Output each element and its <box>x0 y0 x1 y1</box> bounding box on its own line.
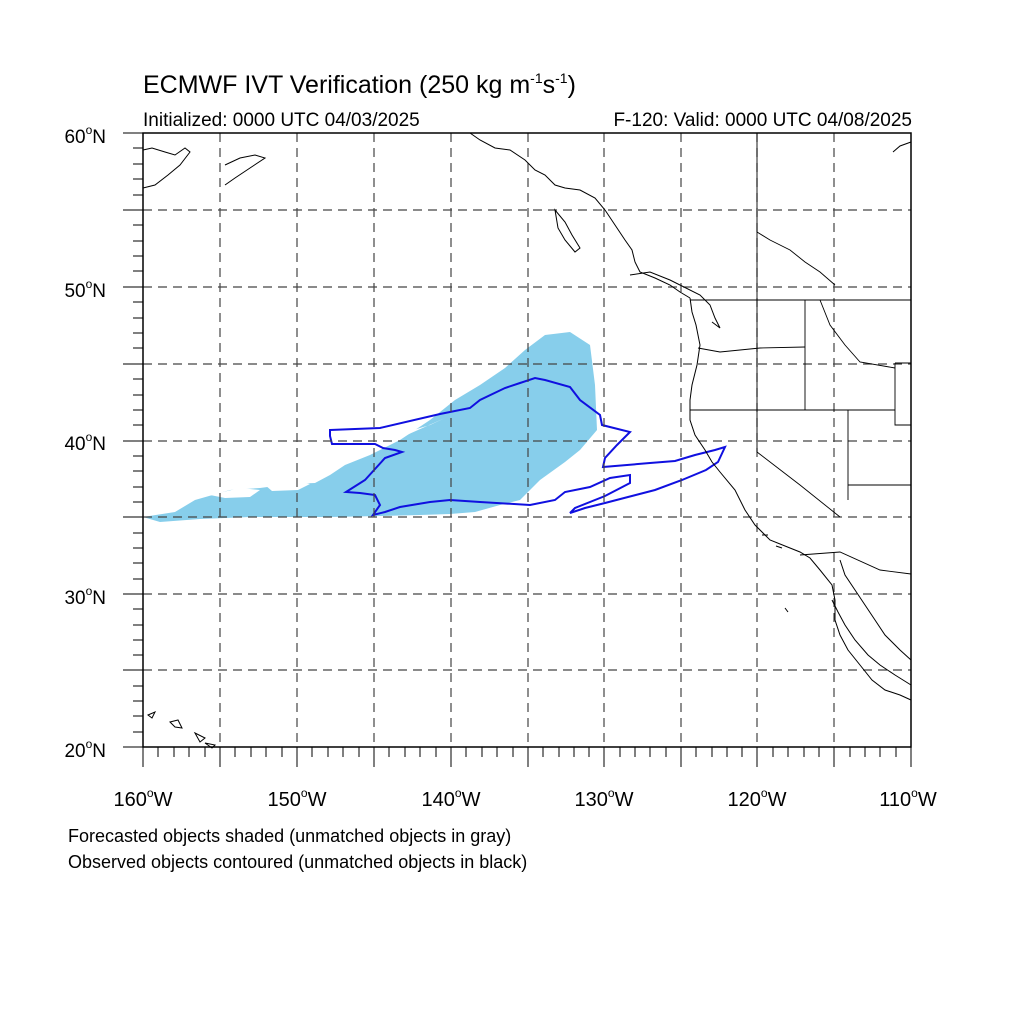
lat-label-60: 60oN <box>64 123 106 148</box>
lon-label-150: 150oW <box>267 786 327 811</box>
footnote-forecast: Forecasted objects shaded (unmatched obj… <box>68 826 512 846</box>
map-title: ECMWF IVT Verification (250 kg m-1s-1) <box>143 70 576 99</box>
lat-label-50: 50oN <box>64 277 106 302</box>
initialized-time: Initialized: 0000 UTC 04/03/2025 <box>143 110 420 131</box>
lon-label-110: 110oW <box>879 786 937 811</box>
valid-time: F-120: Valid: 0000 UTC 04/08/2025 <box>613 110 912 131</box>
footnote-observed: Observed objects contoured (unmatched ob… <box>68 852 528 872</box>
graticule <box>143 133 911 747</box>
lat-label-20: 20oN <box>64 737 106 762</box>
forecast-gap <box>265 480 310 491</box>
forecast-gap <box>335 418 445 455</box>
forecast-object-shaded <box>143 332 597 522</box>
observed-object-contour <box>329 376 727 517</box>
state-borders <box>690 133 912 575</box>
lon-label-140: 140oW <box>421 786 481 811</box>
tick-marks <box>123 132 912 767</box>
lon-label-130: 130oW <box>574 786 634 811</box>
lon-label-120: 120oW <box>727 786 787 811</box>
lat-label-30: 30oN <box>64 584 106 609</box>
forecast-gap <box>210 488 260 498</box>
lat-label-40: 40oN <box>64 430 106 455</box>
coastlines <box>142 132 912 749</box>
lon-label-160: 160oW <box>113 786 173 811</box>
map-frame <box>142 132 912 748</box>
